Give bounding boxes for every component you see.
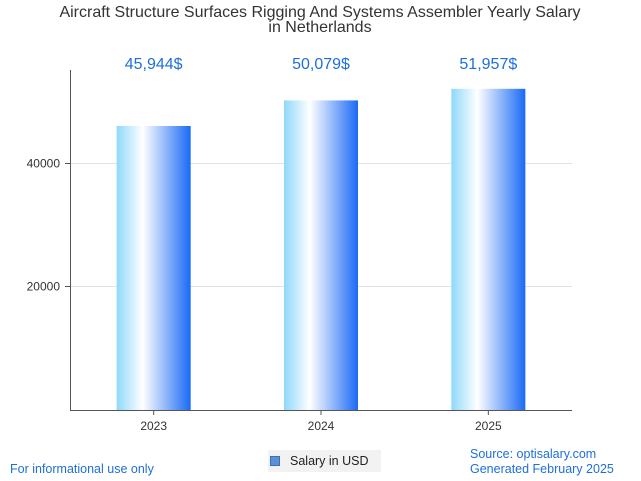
legend-label: Salary in USD [290,454,369,468]
bar [284,100,358,411]
y-tick-label: 20000 [27,280,61,294]
bar [116,125,191,410]
disclaimer-text: For informational use only [10,462,154,476]
bar [451,88,526,410]
bar-value-label: 51,957$ [459,56,517,73]
source-block: Source: optisalary.com Generated Februar… [470,447,614,477]
y-tick-label: 40000 [27,157,61,171]
x-tick-label: 2025 [475,419,502,433]
generated-text: Generated February 2025 [470,462,614,476]
bar-value-label: 45,944$ [125,56,183,73]
source-text: Source: optisalary.com [470,447,597,461]
x-tick-label: 2023 [140,419,167,433]
bar-value-label: 50,079$ [292,56,350,73]
chart-title-line-2: in Netherlands [268,19,371,36]
x-tick-label: 2024 [308,419,335,433]
legend-swatch [270,456,280,466]
chart-title-line-1: Aircraft Structure Surfaces Rigging And … [59,4,580,21]
legend: Salary in USD [268,450,381,472]
